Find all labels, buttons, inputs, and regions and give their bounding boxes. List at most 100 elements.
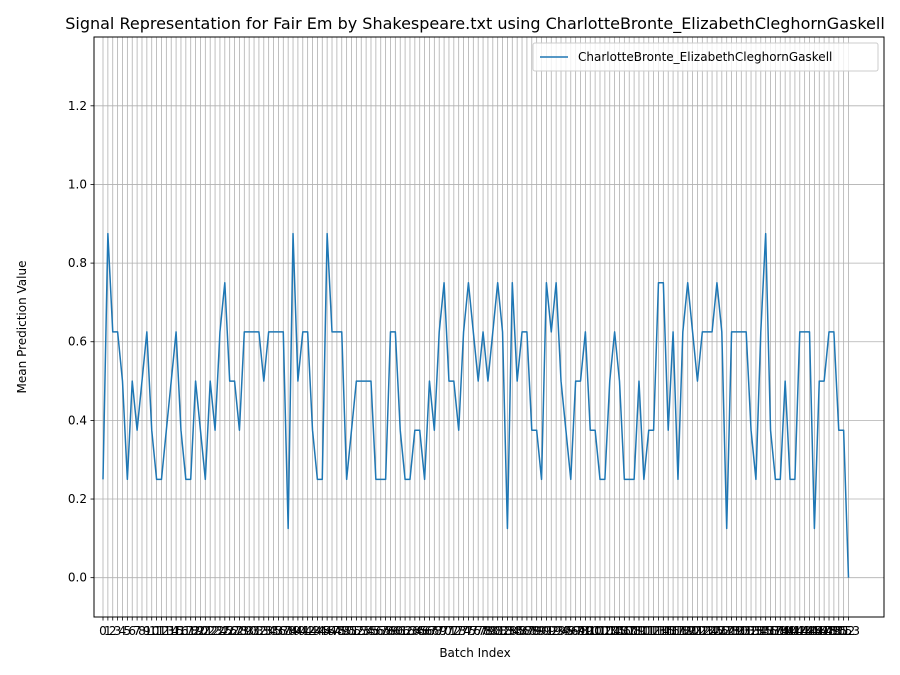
- x-tick-label: 16: [173, 624, 188, 638]
- x-tick-label: 33: [256, 624, 271, 638]
- x-tick-label: 142: [783, 624, 806, 638]
- x-tick-label: 71: [441, 624, 456, 638]
- x-tick-label: 107: [613, 624, 636, 638]
- plot-frame: [93, 36, 885, 618]
- x-tick-label: 111: [632, 624, 655, 638]
- x-tick-label: 17: [178, 624, 193, 638]
- x-tick-label: 52: [349, 624, 364, 638]
- x-tick-label: 108: [618, 624, 641, 638]
- x-tick-label: 103: [593, 624, 616, 638]
- x-tick-label: 15: [168, 624, 183, 638]
- x-tick-label: 64: [407, 624, 422, 638]
- x-tick-label: 134: [744, 624, 767, 638]
- series-line: [102, 232, 850, 578]
- x-tick-label: 9: [143, 624, 151, 638]
- series-layer: [102, 232, 850, 578]
- x-tick-label: 45: [315, 624, 330, 638]
- x-tick-label: 113: [642, 624, 665, 638]
- x-tick-label: 65: [412, 624, 427, 638]
- x-tick-label: 25: [217, 624, 232, 638]
- x-tick-label: 153: [837, 624, 860, 638]
- x-tick-label: 66: [417, 624, 432, 638]
- x-tick-label: 44: [310, 624, 325, 638]
- x-tick-label: 46: [319, 624, 334, 638]
- x-tick-label: 148: [813, 624, 836, 638]
- x-tick-label: 43: [305, 624, 320, 638]
- x-tick-label: 98: [573, 624, 588, 638]
- x-tick-label: 31: [246, 624, 261, 638]
- x-tick-label: 152: [832, 624, 855, 638]
- x-tick-label: 112: [637, 624, 660, 638]
- x-tick-label: 116: [657, 624, 680, 638]
- x-tick-label: 144: [793, 624, 816, 638]
- x-tick-label: 14: [164, 624, 179, 638]
- x-tick-label: 28: [232, 624, 247, 638]
- x-tick-label: 76: [466, 624, 481, 638]
- x-tick-label: 5: [124, 624, 132, 638]
- x-tick-label: 73: [451, 624, 466, 638]
- x-tick-label: 38: [281, 624, 296, 638]
- x-tick-label: 90: [534, 624, 549, 638]
- x-tick-label: 121: [681, 624, 704, 638]
- x-tick-label: 129: [720, 624, 743, 638]
- x-tick-label: 130: [725, 624, 748, 638]
- x-tick-label: 72: [446, 624, 461, 638]
- legend-label: CharlotteBronte_ElizabethCleghornGaskell: [578, 50, 832, 64]
- x-tick-label: 29: [237, 624, 252, 638]
- x-tick-label: 99: [578, 624, 593, 638]
- x-tick-label: 12: [154, 624, 169, 638]
- x-tick-label: 115: [652, 624, 675, 638]
- x-tick-label: 13: [159, 624, 174, 638]
- x-tick-label: 118: [667, 624, 690, 638]
- x-tick-label: 88: [524, 624, 539, 638]
- x-tick-label: 59: [383, 624, 398, 638]
- y-axis-label: Mean Prediction Value: [15, 261, 29, 394]
- x-tick-label: 2: [109, 624, 117, 638]
- x-tick-label: 41: [295, 624, 310, 638]
- x-tick-label: 149: [818, 624, 841, 638]
- x-tick-label: 69: [432, 624, 447, 638]
- x-tick-label: 92: [544, 624, 559, 638]
- x-tick-label: 47: [324, 624, 339, 638]
- x-tick-label: 49: [334, 624, 349, 638]
- x-tick-label: 137: [759, 624, 782, 638]
- x-tick-label: 68: [427, 624, 442, 638]
- x-tick-label: 56: [368, 624, 383, 638]
- x-tick-label: 95: [558, 624, 573, 638]
- x-tick-label: 75: [461, 624, 476, 638]
- x-tick-label: 82: [495, 624, 510, 638]
- x-tick-label: 101: [584, 624, 607, 638]
- x-tick-label: 62: [397, 624, 412, 638]
- x-tick-label: 139: [769, 624, 792, 638]
- x-tick-label: 39: [285, 624, 300, 638]
- x-tick-label: 26: [222, 624, 237, 638]
- y-tick-label: 0.4: [68, 413, 87, 427]
- tick-layer: 0123456789101112131415161718192021222324…: [68, 99, 860, 638]
- x-tick-label: 37: [276, 624, 291, 638]
- x-tick-label: 128: [715, 624, 738, 638]
- x-tick-label: 109: [623, 624, 646, 638]
- x-tick-label: 54: [358, 624, 373, 638]
- x-tick-label: 91: [539, 624, 554, 638]
- y-tick-label: 0.0: [68, 571, 87, 585]
- x-tick-label: 50: [339, 624, 354, 638]
- x-tick-label: 122: [686, 624, 709, 638]
- x-tick-label: 22: [203, 624, 218, 638]
- x-tick-label: 87: [519, 624, 534, 638]
- x-tick-label: 63: [402, 624, 417, 638]
- x-tick-label: 84: [505, 624, 520, 638]
- x-tick-label: 123: [691, 624, 714, 638]
- x-tick-label: 18: [183, 624, 198, 638]
- x-tick-label: 125: [701, 624, 724, 638]
- x-tick-label: 145: [798, 624, 821, 638]
- x-tick-label: 0: [99, 624, 107, 638]
- x-tick-label: 67: [422, 624, 437, 638]
- x-tick-label: 40: [290, 624, 305, 638]
- x-tick-label: 136: [754, 624, 777, 638]
- x-tick-label: 32: [251, 624, 266, 638]
- x-tick-label: 60: [388, 624, 403, 638]
- x-tick-label: 132: [735, 624, 758, 638]
- x-tick-label: 80: [485, 624, 500, 638]
- x-tick-label: 86: [514, 624, 529, 638]
- x-axis-label: Batch Index: [439, 646, 510, 660]
